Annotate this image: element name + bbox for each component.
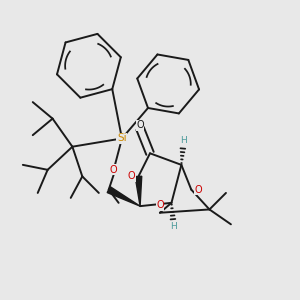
Polygon shape xyxy=(107,187,140,206)
Text: O: O xyxy=(128,171,135,182)
Text: H: H xyxy=(170,222,176,231)
Text: Si: Si xyxy=(117,134,127,143)
Polygon shape xyxy=(135,176,142,206)
Text: O: O xyxy=(195,184,203,195)
Text: O: O xyxy=(110,165,118,175)
Text: O: O xyxy=(136,120,144,130)
Text: H: H xyxy=(180,136,186,145)
Text: O: O xyxy=(156,200,164,211)
